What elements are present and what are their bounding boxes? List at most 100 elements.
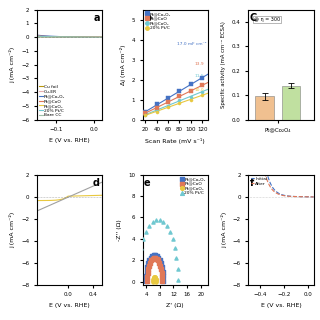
- Point: [165, 100, 171, 105]
- Pt@CoO: [154, 256, 159, 261]
- Y-axis label: j (mA cm⁻²): j (mA cm⁻²): [10, 212, 15, 248]
- Point: [188, 97, 193, 102]
- Pt@CoO: [156, 260, 162, 265]
- Initial: [285, 194, 289, 198]
- 20% Pt/C: [147, 223, 152, 228]
- Pt@CoO: [145, 270, 150, 275]
- Point: [200, 75, 205, 80]
- Initial: [285, 194, 289, 198]
- Pt@CoO: [160, 279, 165, 284]
- 20% Pt/C: [175, 267, 180, 272]
- Point: [143, 110, 148, 116]
- Pt@CoO: [158, 266, 164, 271]
- Pt@Co₂O₄: [146, 261, 151, 266]
- X-axis label: E (V vs. RHE): E (V vs. RHE): [49, 303, 90, 308]
- 20% Pt/C: [136, 278, 141, 283]
- Pt@CoOₓ: [153, 277, 158, 282]
- Pt@Co₂O₄: [151, 252, 156, 258]
- Pt@CoO: [146, 266, 151, 271]
- Pt@Co₂O₄: [144, 274, 149, 279]
- Pt@Co₂O₄: [148, 255, 153, 260]
- Pt@CoOₓ: [151, 279, 156, 284]
- Point: [165, 105, 171, 110]
- Y-axis label: Specific activity (mA cm⁻² ECSA): Specific activity (mA cm⁻² ECSA): [221, 21, 226, 108]
- Pt@CoO: [151, 256, 156, 261]
- Pt@CoOₓ: [152, 275, 157, 280]
- Pt@CoO: [153, 256, 158, 261]
- 20% Pt/C: [172, 246, 177, 251]
- Pt@CoOₓ: [153, 276, 158, 281]
- Initial: [306, 195, 309, 199]
- Pt@CoOₓ: [153, 276, 158, 281]
- Pt@Co₂O₄: [160, 274, 165, 279]
- Text: 10.0: 10.0: [195, 88, 204, 92]
- Pt@Co₂O₄: [154, 253, 159, 259]
- Pt@CoO: [148, 260, 153, 265]
- Point: [188, 88, 193, 93]
- Pt@CoO: [144, 279, 149, 284]
- After: [306, 195, 309, 199]
- After: [301, 195, 305, 199]
- Point: [200, 82, 205, 87]
- Point: [177, 100, 182, 105]
- 20% Pt/C: [170, 237, 175, 242]
- Text: b: b: [144, 13, 151, 23]
- Legend: Cu foil, Cu-ER, Pt@Co₂O₄, Pt@CoO, Pt@CoOₓ, 20% Pt/C, Bare CC: Cu foil, Cu-ER, Pt@Co₂O₄, Pt@CoO, Pt@CoO…: [39, 85, 65, 117]
- Pt@CoOₓ: [153, 279, 158, 284]
- Pt@CoO: [150, 256, 155, 261]
- Point: [200, 89, 205, 94]
- 20% Pt/C: [164, 223, 169, 228]
- Point: [154, 108, 159, 113]
- 20% Pt/C: [157, 217, 162, 222]
- After: [285, 194, 289, 198]
- Pt@CoOₓ: [151, 278, 156, 283]
- Point: [188, 94, 193, 99]
- Pt@CoO: [145, 274, 150, 279]
- Point: [177, 98, 182, 103]
- Text: 13.9: 13.9: [195, 62, 204, 66]
- After: [286, 194, 290, 198]
- Point: [143, 112, 148, 117]
- Pt@CoOₓ: [151, 276, 156, 281]
- Pt@Co₂O₄: [143, 278, 148, 284]
- Point: [154, 102, 159, 107]
- Line: Initial: Initial: [248, 164, 314, 197]
- Line: After: After: [248, 164, 314, 197]
- Pt@CoOₓ: [152, 275, 157, 280]
- Pt@CoO: [147, 263, 152, 268]
- Text: a: a: [94, 13, 100, 23]
- X-axis label: Z' (Ω): Z' (Ω): [166, 303, 184, 308]
- After: [312, 195, 316, 199]
- 20% Pt/C: [137, 256, 142, 261]
- Pt@Co₂O₄: [153, 252, 158, 258]
- Pt@CoO: [159, 274, 164, 279]
- Point: [188, 81, 193, 86]
- Text: 17.0 mF cm⁻²: 17.0 mF cm⁻²: [177, 42, 206, 46]
- Initial: [312, 195, 316, 199]
- Point: [165, 96, 171, 101]
- Initial: [247, 162, 251, 166]
- Pt@CoO: [159, 270, 164, 275]
- Text: 11.5: 11.5: [195, 74, 204, 78]
- Pt@Co₂O₄: [150, 253, 155, 259]
- Pt@Co₂O₄: [158, 261, 164, 266]
- Pt@CoOₓ: [153, 277, 158, 283]
- Pt@CoOₓ: [151, 275, 156, 280]
- Pt@Co₂O₄: [161, 278, 166, 284]
- Point: [177, 94, 182, 99]
- 20% Pt/C: [141, 237, 146, 242]
- 20% Pt/C: [161, 219, 166, 224]
- Point: [177, 88, 182, 93]
- 20% Pt/C: [167, 229, 172, 234]
- Point: [200, 92, 205, 98]
- Pt@CoOₓ: [152, 275, 157, 280]
- Legend: Pt@Co₂O₄, Pt@CoO, Pt@CoOₓ, 20% Pt/C: Pt@Co₂O₄, Pt@CoO, Pt@CoOₓ, 20% Pt/C: [145, 12, 171, 30]
- Pt@CoOₓ: [151, 276, 156, 281]
- Pt@CoO: [157, 263, 163, 268]
- 20% Pt/C: [150, 219, 155, 224]
- Text: e: e: [144, 178, 150, 188]
- Pt@CoO: [149, 258, 154, 263]
- Bar: [255, 96, 274, 120]
- Pt@Co₂O₄: [144, 269, 149, 274]
- Legend: Initial, After: Initial, After: [251, 177, 268, 186]
